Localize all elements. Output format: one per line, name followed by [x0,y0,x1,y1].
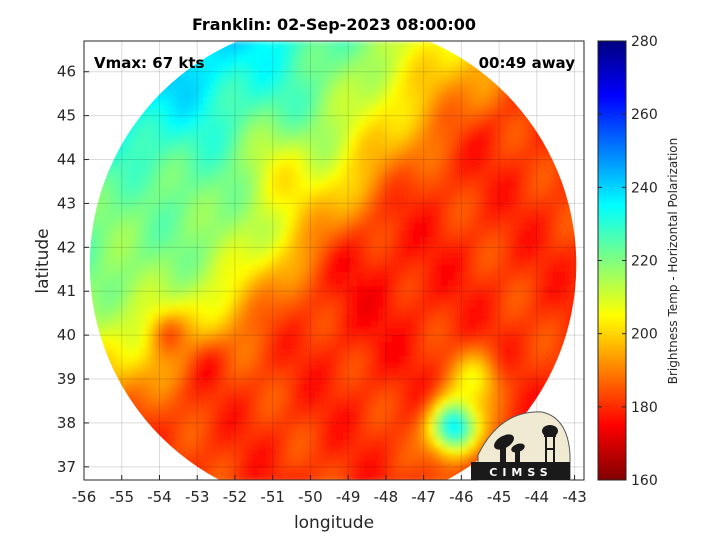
y-tick-label: 41 [57,282,76,300]
x-tick-label: -56 [72,488,97,506]
x-tick-label: -48 [374,488,399,506]
colorbar-tick-label: 160 [631,473,658,489]
x-tick-label: -53 [185,488,210,506]
time-away-annotation: 00:49 away [479,54,576,72]
satellite-dish-icon [494,434,525,462]
chart-title: Franklin: 02-Sep-2023 08:00:00 [192,15,476,34]
x-axis-label: longitude [294,513,374,533]
y-tick-label: 42 [57,238,76,256]
brightness-temperature-field [89,41,577,480]
plot-area: -56 -55 -54 -53 -52 -51 -50 -49 -48 -47 -46 -45 -44-… [57,40,587,506]
logo-text: CIMSS [489,466,552,479]
x-tick-label: -43 [562,488,587,506]
y-tick-label: 37 [57,458,76,476]
colorbar-ticks: 160 180 200 220 240 260 280 [598,34,658,489]
y-tick-label: 38 [57,414,76,432]
cimss-logo: CIMSS [471,411,571,481]
y-tick-label: 39 [57,370,76,388]
colorbar-tick-label: 220 [631,254,658,270]
colorbar-gradient [597,40,627,481]
x-tick-label: -50 [298,488,323,506]
y-axis-ticks: 37 38 39 40 41 42 43 44 45 46 [57,63,89,476]
colorbar-tick-label: 200 [631,327,658,343]
x-tick-label: -44 [525,488,550,506]
y-axis-label: latitude [33,228,53,293]
x-tick-label: -51 [260,488,285,506]
x-tick-label: -45 [487,488,512,506]
colorbar-tick-label: 260 [631,107,658,123]
y-tick-label: 46 [57,63,76,81]
x-tick-label: -55 [109,488,134,506]
y-tick-label: 45 [57,107,76,125]
water-tower-icon [542,425,558,462]
x-tick-label: -54 [147,488,172,506]
x-axis-ticks: -56 -55 -54 -53 -52 -51 -50 -49 -48 -47 -46 -45 -44-… [72,475,587,506]
plot-frame [83,40,585,481]
logo-banner [471,462,570,480]
y-tick-label: 43 [57,194,76,212]
colorbar-label: Brightness Temp - Horizontal Polarizatio… [666,138,680,385]
y-tick-label: 40 [57,326,76,344]
x-tick-label: -49 [336,488,361,506]
colorbar-tick-label: 280 [631,34,658,50]
x-tick-label: -47 [411,488,436,506]
gridlines [84,41,584,480]
colorbar: 160 180 200 220 240 260 280 Brightness Temp - … [597,34,680,489]
colorbar-tick-label: 240 [631,180,658,196]
x-tick-label: -52 [223,488,248,506]
y-tick-label: 44 [57,151,76,169]
colorbar-tick-label: 180 [631,400,658,416]
vmax-annotation: Vmax: 67 kts [94,54,204,72]
x-tick-label: -46 [449,488,474,506]
